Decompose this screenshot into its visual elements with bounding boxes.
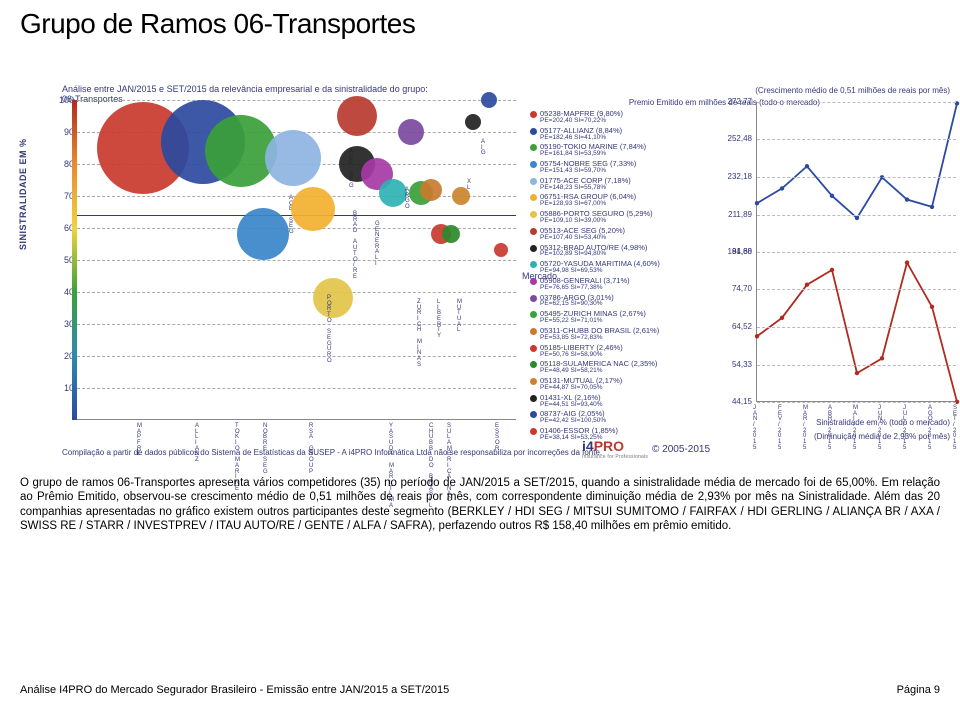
legend-item: 06751-RSA GROUP (6,04%)PE=128,93 SI=67,0… bbox=[530, 193, 708, 208]
bubble bbox=[313, 278, 353, 318]
legend-item: 05754-NOBRE SEG (7,33%)PE=151,43 SI=59,7… bbox=[530, 160, 708, 175]
legend-item: 05312-BRAD AUTO/RE (4,98%)PE=102,89 SI=9… bbox=[530, 244, 708, 259]
legend-item: 05131-MUTUAL (2,17%)PE=44,87 SI=70,05% bbox=[530, 377, 708, 392]
bubble bbox=[481, 92, 497, 108]
bubble bbox=[379, 179, 407, 207]
bubble-chart: SINISTRALIDADE EM % 10203040506070809010… bbox=[18, 100, 518, 440]
logo: i4PRO bbox=[582, 438, 624, 454]
bubble bbox=[265, 130, 321, 186]
legend-item: 05886-PORTO SEGURO (5,29%)PE=109,10 SI=3… bbox=[530, 210, 708, 225]
legend-item: 01431-XL (2,16%)PE=44,51 SI=93,40% bbox=[530, 394, 708, 409]
legend-item: 05720-YASUDA MARITIMA (4,60%)PE=94,98 SI… bbox=[530, 260, 708, 275]
footer-right: Página 9 bbox=[897, 684, 940, 696]
legend-item: 05190-TOKIO MARINE (7,84%)PE=161,84 SI=5… bbox=[530, 143, 708, 158]
legend-item: 01775-ACE CORP (7,18%)PE=148,23 SI=55,78… bbox=[530, 177, 708, 192]
legend-item: 05185-LIBERTY (2,46%)PE=50,76 SI=58,90% bbox=[530, 344, 708, 359]
legend-item: 03786-ARGO (3,01%)PE=62,15 SI=90,30% bbox=[530, 294, 708, 309]
bubble bbox=[420, 179, 442, 201]
page-title: Grupo de Ramos 06-Transportes bbox=[0, 0, 960, 40]
line-plot-area bbox=[756, 102, 956, 402]
legend-item: 05311-CHUBB DO BRASIL (2,61%)PE=53,85 SI… bbox=[530, 327, 708, 342]
dim-note: (Diminuição média de 2,93% por mês) bbox=[814, 432, 950, 441]
line-chart: 272,77252,48232,18211,89191,6084,8874,70… bbox=[718, 102, 956, 432]
copyright: © 2005-2015 bbox=[652, 444, 710, 455]
bubble bbox=[494, 243, 508, 257]
bubble bbox=[237, 208, 289, 260]
sin-note: Sinistralidade em % (todo o mercado) bbox=[816, 418, 950, 427]
legend-item: 05118-SULAMERICA NAC (2,35%)PE=48,49 SI=… bbox=[530, 360, 708, 375]
logo-block: i4PRO Insurance for Professionals © 2005… bbox=[582, 438, 710, 460]
legend-item: 08737-AIG (2,05%)PE=42,42 SI=100,50% bbox=[530, 410, 708, 425]
legend-item: 05177-ALLIANZ (8,84%)PE=182,46 SI=41,10% bbox=[530, 127, 708, 142]
bubble bbox=[398, 119, 424, 145]
legend-item: 05513-ACE SEG (5,20%)PE=107,40 SI=53,40% bbox=[530, 227, 708, 242]
bubble bbox=[337, 96, 377, 136]
footer-left: Análise I4PRO do Mercado Segurador Brasi… bbox=[20, 684, 449, 696]
legend: 05238-MAPFRE (9,80%)PE=202,40 SI=70,22% 0… bbox=[530, 110, 708, 444]
legend-item: 05238-MAPFRE (9,80%)PE=202,40 SI=70,22% bbox=[530, 110, 708, 125]
analysis-subtitle-l1: Análise entre JAN/2015 e SET/2015 da rel… bbox=[62, 84, 428, 94]
legend-item: 05495-ZURICH MINAS (2,67%)PE=55,22 SI=71… bbox=[530, 310, 708, 325]
bubble bbox=[291, 187, 335, 231]
bubble bbox=[465, 114, 481, 130]
bubble-plot-area: M A P F R EA L L I A N ZT O K I O M A R … bbox=[76, 100, 516, 420]
growth-note: (Crescimento médio de 0,51 milhões de re… bbox=[755, 86, 950, 95]
logo-subtitle: Insurance for Professionals bbox=[582, 454, 648, 460]
y-axis-label: SINISTRALIDADE EM % bbox=[18, 138, 28, 250]
source-footnote: Compilação a partir de dados públicos do… bbox=[62, 448, 602, 457]
legend-item: 05908-GENERALI (3,71%)PE=76,65 SI=77,38% bbox=[530, 277, 708, 292]
body-paragraph: O grupo de ramos 06-Transportes apresent… bbox=[20, 476, 940, 534]
bubble bbox=[442, 225, 460, 243]
